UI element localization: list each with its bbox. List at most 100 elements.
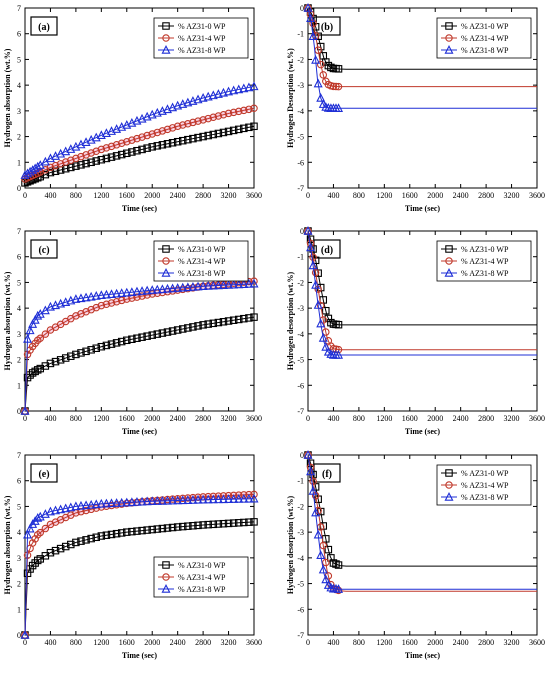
y-tick-label: 2 (17, 356, 21, 365)
data-point (45, 301, 55, 311)
data-point (321, 574, 331, 584)
data-point (46, 163, 55, 172)
data-point (183, 97, 193, 107)
x-tick-label: 400 (44, 638, 56, 647)
x-tick-label: 1200 (93, 191, 109, 200)
data-point (82, 159, 90, 168)
data-point (224, 127, 233, 136)
data-point (321, 341, 331, 351)
data-point (133, 334, 141, 342)
y-tick-label: 6 (17, 30, 21, 39)
data-point (123, 336, 131, 345)
data-point (309, 477, 317, 485)
data-point (86, 499, 96, 509)
x-tick-label: 3200 (504, 638, 520, 647)
data-point (193, 94, 203, 104)
data-point (224, 494, 234, 503)
data-point (189, 493, 197, 502)
data-point (168, 495, 178, 505)
data-point (240, 106, 248, 115)
data-point (319, 71, 328, 79)
data-point (327, 318, 335, 327)
data-point (76, 293, 86, 303)
x-tick-label: 3200 (221, 191, 237, 200)
data-point (25, 523, 35, 533)
data-point (101, 289, 111, 299)
legend-label: % AZ31-4 WP (461, 257, 509, 266)
data-point (214, 318, 223, 327)
data-point (188, 282, 198, 291)
data-point (250, 518, 258, 526)
x-tick-label: 3600 (529, 638, 545, 647)
data-point (199, 132, 207, 141)
legend-label: % AZ31-4 WP (178, 573, 226, 582)
y-tick-label: -2 (297, 55, 304, 64)
legend-marker (445, 22, 453, 30)
data-point (61, 297, 71, 306)
data-point (224, 86, 234, 96)
data-point (179, 494, 187, 503)
data-point (143, 332, 151, 340)
x-tick-label: 0 (306, 638, 310, 647)
y-tick-label: 1 (17, 381, 21, 390)
legend: % AZ31-0 WP % AZ31-4 WP % AZ31-8 WP (436, 464, 532, 506)
panel-label-box (30, 463, 58, 483)
data-point (208, 494, 218, 504)
panel-label-text: (f) (322, 469, 332, 480)
y-tick-label: 0 (300, 227, 304, 236)
y-tick-label: -4 (297, 330, 304, 339)
data-point (329, 559, 338, 567)
data-point (229, 126, 238, 135)
data-point (81, 500, 91, 510)
data-point (143, 526, 151, 534)
data-point (234, 125, 243, 134)
x-tick-label: 800 (70, 191, 82, 200)
data-point (87, 158, 95, 167)
data-point (152, 496, 162, 505)
y-tick-label: 1 (17, 605, 21, 614)
data-point (107, 498, 117, 508)
data-point (234, 279, 244, 289)
x-axis-label: Time (sec) (122, 427, 158, 436)
panel-label: (f) (313, 463, 341, 483)
data-point (157, 495, 167, 505)
series-line (307, 454, 537, 590)
data-point (157, 284, 167, 294)
data-point (20, 629, 30, 639)
data-point (92, 344, 100, 353)
data-point (117, 497, 127, 507)
data-point (313, 300, 323, 309)
data-point (92, 157, 100, 165)
data-point (229, 519, 238, 527)
data-point (158, 141, 167, 149)
data-point (318, 564, 328, 574)
legend-marker (445, 469, 453, 477)
x-tick-label: 2000 (144, 414, 160, 423)
data-point (306, 466, 316, 476)
data-point (25, 325, 35, 335)
x-tick-label: 3200 (221, 414, 237, 423)
data-point (81, 292, 91, 302)
y-tick-label: -2 (297, 278, 304, 287)
data-point (61, 503, 71, 513)
data-point (23, 333, 33, 343)
data-point (153, 330, 162, 338)
data-point (77, 152, 85, 161)
data-point (101, 498, 111, 508)
x-tick-label: 1200 (376, 414, 392, 423)
y-tick-label: -2 (297, 502, 304, 511)
data-point (163, 328, 172, 336)
data-point (87, 149, 95, 157)
data-point (214, 520, 223, 528)
data-point (311, 268, 320, 277)
series-square (304, 4, 537, 73)
legend-marker (162, 34, 170, 42)
data-point (158, 524, 167, 533)
data-point (306, 13, 316, 23)
data-point (127, 497, 137, 507)
x-tick-label: 2000 (144, 191, 160, 200)
panel-label-box (30, 239, 58, 259)
data-point (51, 161, 60, 170)
data-point (245, 123, 253, 132)
